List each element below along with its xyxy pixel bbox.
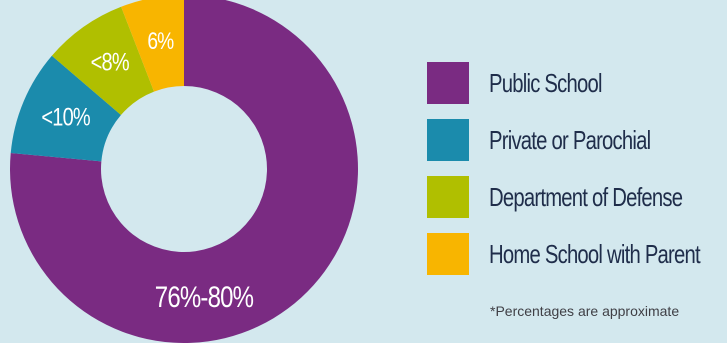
donut-slice-department-of-defense — [51, 6, 155, 115]
slice-label-department-of-defense: <8% — [91, 49, 130, 77]
legend-swatch-home-school-with-parent — [427, 233, 469, 275]
legend-item-department-of-defense: Department of Defense — [427, 176, 727, 218]
legend-label-public-school: Public School — [489, 67, 603, 98]
legend: Public School Private or Parochial Depar… — [427, 62, 727, 290]
donut-chart — [10, 0, 358, 343]
legend-label-home-school-with-parent: Home School with Parent — [489, 238, 701, 269]
approximation-note: *Percentages are approximate — [490, 303, 680, 319]
slice-label-private-or-parochial: <10% — [41, 103, 90, 131]
slice-labels: 76%-80% <10%<8% 6% — [41, 27, 254, 314]
legend-swatch-public-school — [427, 62, 469, 104]
legend-label-private-or-parochial: Private or Parochial — [489, 124, 651, 155]
donut-slice-public-school — [10, 0, 358, 343]
legend-item-private-or-parochial: Private or Parochial — [427, 119, 727, 161]
legend-swatch-private-or-parochial — [427, 119, 469, 161]
donut-slice-home-school-with-parent — [121, 0, 184, 92]
donut-slice-private-or-parochial — [10, 55, 121, 162]
legend-label-department-of-defense: Department of Defense — [489, 181, 683, 212]
legend-item-home-school-with-parent: Home School with Parent — [427, 233, 727, 275]
slice-label-public-school: 76%-80% — [155, 279, 254, 313]
legend-item-public-school: Public School — [427, 62, 727, 104]
slice-label-home-school-with-parent: 6% — [147, 27, 174, 55]
legend-swatch-department-of-defense — [427, 176, 469, 218]
